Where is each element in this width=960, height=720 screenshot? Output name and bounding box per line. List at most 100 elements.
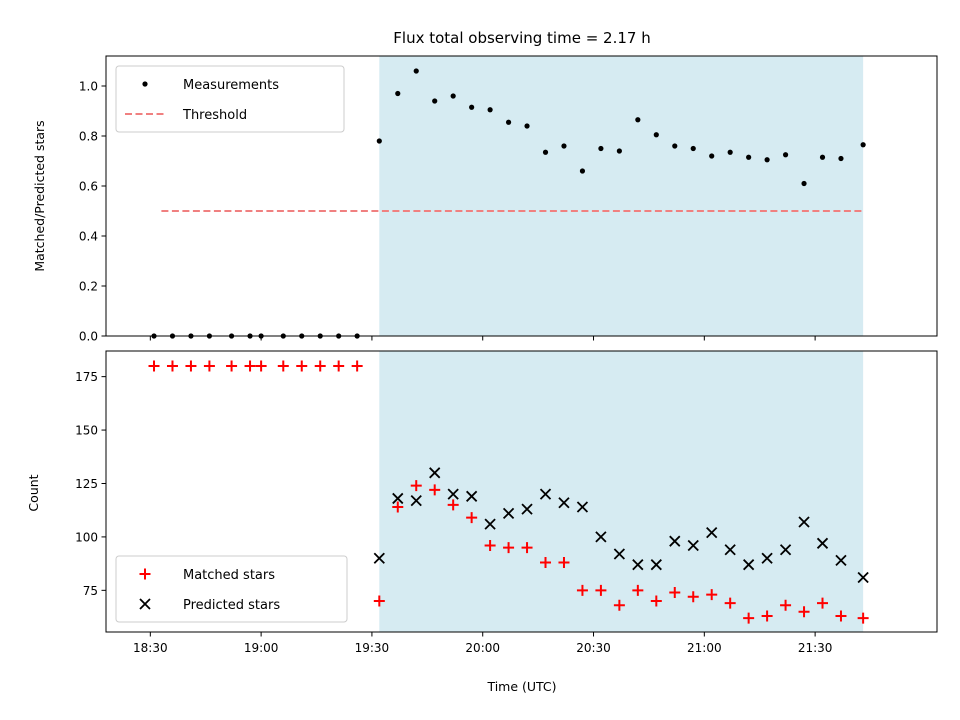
matched-star-marker bbox=[595, 584, 607, 596]
y-tick-label: 0.0 bbox=[79, 330, 98, 344]
measurement-point bbox=[801, 180, 807, 187]
predicted-star-marker bbox=[373, 552, 385, 564]
predicted-star-marker bbox=[484, 518, 496, 530]
y-tick-label: 100 bbox=[75, 530, 98, 544]
matched-star-marker bbox=[314, 360, 326, 372]
measurement-point bbox=[616, 148, 622, 154]
matched-star-marker bbox=[148, 360, 160, 372]
matched-star-marker bbox=[650, 595, 662, 607]
measurement-point bbox=[561, 143, 567, 149]
top-panel: 0.0 0.2 0.4 0.6 0.8 1.0 Measurements Threshold bbox=[79, 55, 938, 344]
matched-star-marker bbox=[373, 595, 385, 607]
measurement-point bbox=[746, 154, 752, 160]
matched-star-marker bbox=[333, 360, 345, 372]
predicted-star-marker bbox=[466, 490, 478, 502]
legend-label: Matched stars bbox=[183, 568, 275, 583]
legend-box bbox=[115, 555, 348, 623]
x-tick-label: 20:30 bbox=[576, 641, 611, 655]
predicted-star-marker bbox=[410, 494, 422, 507]
axes-frame bbox=[105, 55, 938, 337]
matched-star-marker bbox=[244, 360, 256, 372]
shaded-region bbox=[379, 56, 864, 336]
matched-star-marker bbox=[687, 591, 699, 603]
predicted-star-marker bbox=[502, 507, 515, 520]
predicted-star-marker bbox=[779, 544, 792, 556]
bottom-panel: 75 100 125 150 175 18:30 19:00 19:30 20:00 20:30 2… bbox=[75, 350, 938, 655]
shaded-region bbox=[379, 351, 864, 632]
matched-star-marker bbox=[724, 597, 736, 609]
y-tick-label: 75 bbox=[83, 584, 98, 598]
top-legend: Measurements Threshold bbox=[115, 65, 345, 133]
chart-title: Flux total observing time = 2.17 h bbox=[393, 29, 650, 47]
y-tick-label: 150 bbox=[75, 424, 98, 438]
matched-star-marker bbox=[558, 557, 570, 569]
matched-star-marker bbox=[669, 586, 681, 598]
predicted-star-marker bbox=[595, 531, 607, 543]
measurement-point bbox=[598, 145, 604, 152]
matched-star-marker bbox=[857, 612, 869, 624]
legend-box bbox=[115, 65, 345, 133]
measurement-point bbox=[524, 123, 530, 129]
measurement-point bbox=[690, 145, 696, 152]
predicted-star-marker bbox=[392, 492, 404, 505]
matched-star-marker bbox=[743, 612, 755, 624]
measurement-point bbox=[764, 157, 770, 163]
matched-star-marker bbox=[447, 499, 459, 511]
matched-star-marker bbox=[503, 542, 515, 554]
x-tick-label: 19:30 bbox=[355, 641, 390, 655]
bottom-legend: Matched stars Predicted stars bbox=[115, 555, 348, 623]
measurement-point bbox=[505, 119, 512, 125]
matched-star-marker bbox=[761, 610, 773, 622]
matched-star-marker bbox=[798, 606, 810, 618]
measurement-point bbox=[782, 152, 789, 158]
legend-matched-marker bbox=[139, 568, 151, 580]
predicted-star-marker bbox=[539, 488, 552, 500]
predicted-star-marker bbox=[706, 526, 718, 539]
x-tick-label: 19:00 bbox=[244, 641, 279, 655]
matched-star-marker bbox=[632, 584, 644, 596]
matched-star-marker bbox=[185, 360, 197, 372]
y-tick-label: 0.6 bbox=[79, 180, 98, 194]
matched-star-marker bbox=[706, 589, 718, 601]
matched-star-marker bbox=[429, 484, 441, 496]
matched-star-marker bbox=[226, 360, 238, 372]
measurement-point bbox=[838, 155, 844, 162]
matched-star-marker bbox=[576, 584, 588, 596]
measurement-point bbox=[432, 98, 438, 104]
matched-star-marker bbox=[613, 599, 625, 611]
measurement-point bbox=[469, 104, 475, 110]
measurement-point bbox=[579, 168, 586, 174]
matched-star-marker bbox=[410, 480, 422, 492]
predicted-star-marker bbox=[816, 537, 829, 549]
x-tick-label: 20:00 bbox=[465, 641, 500, 655]
matched-star-marker bbox=[817, 597, 829, 609]
predicted-star-marker bbox=[761, 552, 773, 564]
measurement-point bbox=[709, 153, 715, 159]
matched-star-marker bbox=[835, 610, 847, 622]
y-tick-label: 175 bbox=[75, 370, 98, 384]
predicted-star-marker bbox=[687, 539, 699, 552]
predicted-star-marker bbox=[521, 503, 533, 515]
measurement-point bbox=[413, 68, 419, 74]
y-tick-label: 125 bbox=[75, 477, 98, 491]
matched-star-marker bbox=[484, 539, 496, 551]
legend-label: Threshold bbox=[182, 108, 247, 123]
measurement-point bbox=[653, 132, 659, 138]
axes-frame bbox=[105, 350, 938, 633]
predicted-star-marker bbox=[447, 488, 459, 500]
measurement-point bbox=[376, 138, 382, 144]
matched-star-marker bbox=[255, 360, 267, 372]
matched-star-marker bbox=[540, 557, 552, 569]
x-tick-label: 21:30 bbox=[798, 641, 833, 655]
matched-star-marker bbox=[296, 360, 308, 372]
bottom-y-axis-label: Count bbox=[26, 474, 41, 511]
predicted-star-marker bbox=[857, 571, 869, 584]
measurement-point bbox=[450, 93, 456, 99]
matched-star-marker bbox=[277, 360, 289, 372]
predicted-star-marker bbox=[724, 544, 736, 556]
measurement-point bbox=[727, 149, 733, 155]
measurement-point bbox=[395, 90, 401, 97]
y-tick-label: 1.0 bbox=[79, 80, 98, 94]
y-tick-label: 0.2 bbox=[79, 280, 98, 294]
